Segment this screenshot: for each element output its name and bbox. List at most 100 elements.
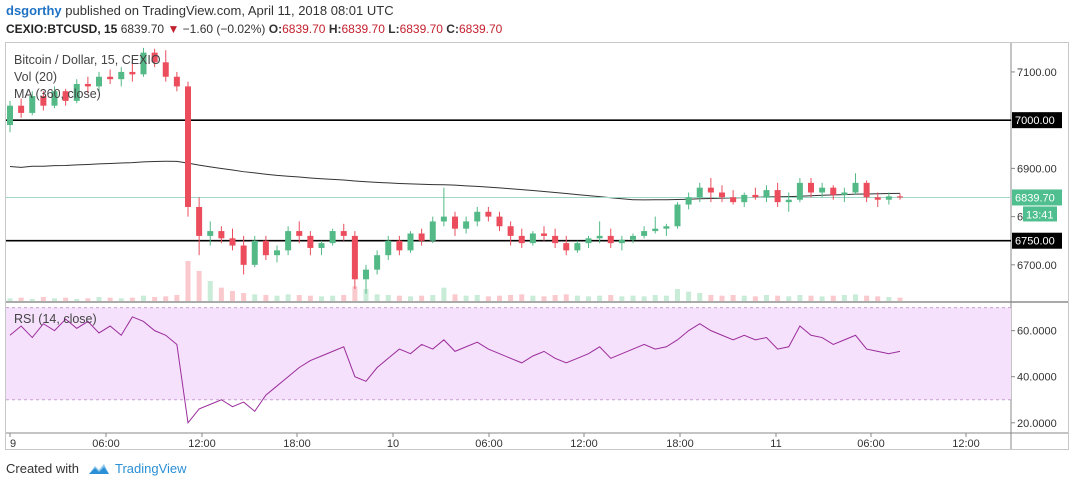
candle-body: [218, 231, 225, 239]
volume-bar: [552, 295, 558, 301]
volume-bar: [296, 295, 302, 301]
candle-body: [84, 83, 91, 87]
candle-body: [518, 235, 525, 244]
candle-body: [285, 231, 292, 251]
volume-bar: [441, 287, 447, 301]
volume-bar: [474, 295, 480, 301]
candle-body: [630, 235, 636, 240]
candle-body: [196, 206, 203, 236]
tradingview-link[interactable]: TradingView: [114, 461, 187, 476]
countdown-label: 13:41: [1026, 209, 1054, 221]
candle-body: [830, 187, 837, 195]
created-with-text: Created with: [6, 461, 79, 476]
volume-bar: [85, 298, 91, 301]
volume-bar: [630, 295, 636, 301]
candle-body: [841, 192, 848, 195]
rsi-band: [6, 307, 1011, 400]
candle-body: [407, 233, 414, 251]
candle-body: [96, 76, 102, 87]
time-tick-label: 06:00: [92, 438, 120, 450]
candle-body: [51, 91, 58, 106]
volume-bar: [619, 296, 625, 301]
candle-body: [763, 190, 770, 198]
candle-body: [707, 187, 714, 193]
legend-title: Bitcoin / Dollar, 15, CEXIO: [14, 53, 161, 67]
level-label-bg: [1012, 112, 1062, 129]
candle-body: [29, 96, 36, 113]
chart-frame: [5, 42, 1069, 450]
volume-bar: [152, 297, 158, 301]
candle-body: [696, 187, 703, 198]
time-tick-label: 12:00: [570, 438, 598, 450]
low-label: L:: [388, 22, 400, 36]
volume-bar: [96, 297, 102, 301]
candle-body: [207, 231, 214, 236]
volume-bar: [463, 295, 469, 301]
candle-body: [107, 76, 114, 80]
volume-bar: [819, 296, 825, 301]
volume-bar: [586, 296, 591, 301]
time-tick-label: 18:00: [283, 438, 311, 450]
time-tick-label: 10: [387, 438, 399, 450]
volume-bar: [741, 295, 747, 301]
time-tick-label: 12:00: [188, 438, 216, 450]
volume-bar: [830, 295, 836, 301]
volume-bar: [652, 295, 658, 301]
volume-bar: [485, 296, 491, 301]
volume-bar: [430, 295, 436, 301]
volume-bar: [686, 291, 692, 301]
candle-body: [585, 238, 592, 244]
volume-bar: [263, 295, 269, 301]
candle-body: [863, 182, 870, 198]
candle-body: [452, 216, 458, 229]
last-price-label-bg: [1012, 189, 1062, 206]
volume-bar: [118, 298, 124, 301]
candle-body: [374, 255, 381, 270]
volume-bar: [218, 287, 224, 301]
candle-body: [385, 240, 392, 256]
candle-body: [663, 226, 670, 229]
candle-body: [774, 190, 781, 203]
candle-body: [607, 235, 614, 244]
candle-body: [240, 245, 247, 265]
volume-bar: [508, 295, 514, 301]
candle-body: [351, 235, 358, 280]
legend-ma: MA (360, close): [14, 87, 101, 101]
candle-body: [118, 71, 125, 80]
candle-body: [296, 231, 303, 236]
candle-body: [641, 231, 648, 236]
volume-bar: [519, 294, 525, 301]
candle-body: [73, 83, 80, 101]
high-label: H:: [328, 22, 342, 36]
candle-body: [874, 197, 881, 200]
candle-body: [852, 182, 859, 193]
volume-bar: [40, 297, 46, 301]
candle-body: [140, 52, 147, 75]
symbol-ohlc-line: CEXIO:BTCUSD, 15 6839.70 ▼ −1.60 (−0.02%…: [6, 22, 502, 36]
volume-bar: [374, 294, 380, 301]
price-tick-label: 6900.00: [1017, 163, 1057, 175]
candle-body: [885, 196, 892, 200]
candle-body: [785, 199, 792, 203]
author-name[interactable]: dsgorthy: [6, 3, 62, 18]
volume-bar: [697, 293, 703, 301]
volume-bar: [497, 295, 502, 301]
candle-body: [496, 216, 503, 227]
candle-body: [529, 233, 536, 244]
volume-bar: [641, 296, 647, 301]
candle-body: [730, 197, 737, 203]
candle-body: [151, 52, 158, 63]
level-label: 7000.00: [1015, 115, 1055, 127]
time-tick-label: 06:00: [857, 438, 885, 450]
volume-bar: [719, 295, 725, 301]
close-label: C:: [446, 22, 459, 36]
tradingview-logo-icon: [87, 462, 111, 479]
volume-bar: [864, 295, 870, 301]
candle-body: [819, 187, 826, 193]
volume-bar: [230, 291, 235, 301]
volume-bar: [808, 295, 814, 301]
candle-body: [796, 182, 803, 200]
candle-body: [229, 238, 236, 246]
candle-body: [429, 221, 436, 241]
